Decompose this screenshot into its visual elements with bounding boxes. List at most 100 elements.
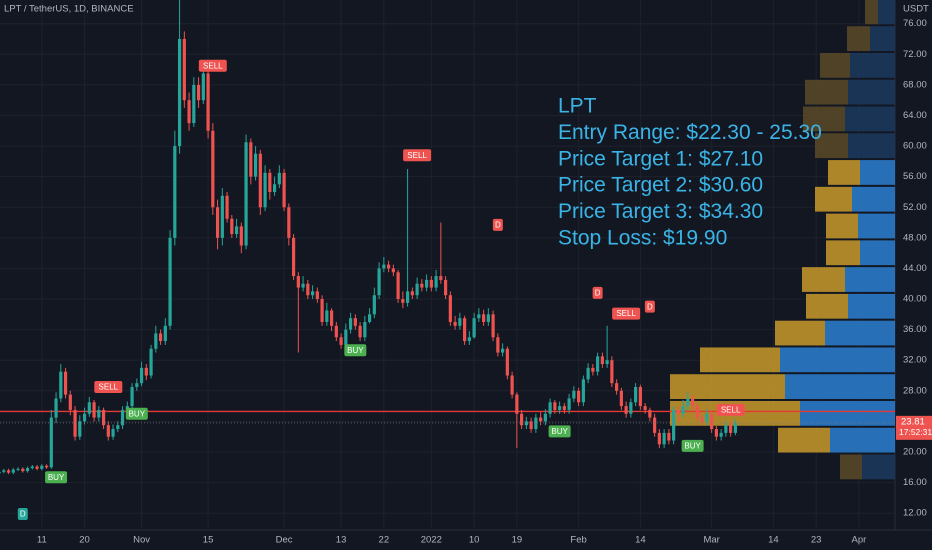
candle-body bbox=[729, 425, 733, 433]
candle-body bbox=[577, 390, 581, 403]
candle-body bbox=[714, 429, 718, 437]
candle-body bbox=[553, 402, 557, 410]
note-line: LPT bbox=[558, 95, 597, 118]
candle-body bbox=[258, 153, 262, 208]
candle-body bbox=[391, 268, 395, 273]
profile-down bbox=[806, 293, 848, 319]
candle-body bbox=[120, 409, 125, 426]
candle-body bbox=[634, 386, 638, 403]
profile-up bbox=[878, 0, 895, 25]
signal-box bbox=[492, 218, 503, 231]
candle-body bbox=[344, 329, 348, 345]
candle-body bbox=[154, 333, 158, 349]
candle-body bbox=[158, 333, 163, 342]
candle-body bbox=[372, 295, 376, 315]
x-tick-label: 14 bbox=[768, 535, 779, 546]
candle-body bbox=[572, 390, 576, 399]
note-line: Price Target 3: $34.30 bbox=[558, 200, 763, 223]
candle-body bbox=[282, 172, 286, 208]
candle-body bbox=[420, 283, 424, 288]
profile-down bbox=[847, 26, 870, 52]
profile-up bbox=[870, 26, 895, 52]
y-tick-label: 28.00 bbox=[903, 385, 927, 396]
profile-down bbox=[805, 79, 848, 105]
candle-body bbox=[196, 84, 201, 101]
candle-body bbox=[405, 291, 410, 303]
candle-body bbox=[73, 409, 77, 437]
candle-body bbox=[558, 406, 562, 410]
candle-body bbox=[225, 195, 229, 219]
candle-body bbox=[662, 432, 666, 445]
candle-body bbox=[695, 406, 699, 418]
candle-body bbox=[358, 325, 362, 338]
candle-body bbox=[482, 314, 486, 322]
profile-up bbox=[848, 293, 895, 319]
signal-box bbox=[548, 425, 571, 438]
candle-body bbox=[116, 425, 120, 430]
candle-body bbox=[615, 383, 619, 391]
profile-up bbox=[800, 400, 895, 426]
profile-down bbox=[815, 186, 852, 212]
y-tick-label: 40.00 bbox=[903, 294, 927, 305]
profile-up bbox=[780, 347, 895, 373]
candle-body bbox=[472, 318, 476, 338]
signal-box bbox=[344, 344, 367, 357]
grid bbox=[0, 0, 895, 530]
candle-body bbox=[605, 360, 609, 365]
candle-body bbox=[486, 314, 490, 322]
candle-body bbox=[396, 272, 400, 300]
candle-body bbox=[596, 356, 600, 372]
candle-body bbox=[543, 413, 547, 422]
candle-body bbox=[87, 402, 91, 414]
candle-body bbox=[510, 375, 514, 395]
candle-body bbox=[562, 406, 566, 410]
signal-label: SELL bbox=[721, 406, 741, 415]
candle-body bbox=[334, 325, 338, 338]
candle-body bbox=[239, 226, 243, 246]
profile-down bbox=[815, 133, 848, 159]
candle-body bbox=[63, 371, 68, 395]
candle-body bbox=[192, 84, 196, 124]
candle-body bbox=[643, 406, 647, 410]
candle-body bbox=[733, 422, 737, 433]
candle-body bbox=[287, 207, 291, 238]
candle-body bbox=[173, 146, 177, 238]
candle-body bbox=[676, 409, 680, 414]
note-line: Stop Loss: $19.90 bbox=[558, 227, 727, 250]
candle-body bbox=[177, 39, 182, 147]
candle-body bbox=[272, 184, 277, 192]
signal-label: BUY bbox=[347, 346, 364, 355]
candle-body bbox=[505, 348, 509, 376]
signal-label: BUY bbox=[129, 409, 146, 418]
candle-body bbox=[401, 299, 405, 303]
signal-label: SELL bbox=[616, 309, 636, 318]
profile-down bbox=[820, 53, 850, 78]
profile-down bbox=[840, 454, 862, 480]
signal-label: BUY bbox=[684, 441, 701, 450]
signal-box bbox=[681, 439, 704, 452]
x-tick-label: 22 bbox=[379, 535, 390, 546]
x-tick-label: 19 bbox=[512, 535, 523, 546]
signal-box bbox=[45, 471, 68, 484]
note-line: Entry Range: $22.30 - 25.30 bbox=[558, 121, 822, 144]
candle-body bbox=[467, 337, 471, 342]
candle-body bbox=[648, 409, 652, 418]
profile-up bbox=[830, 427, 895, 453]
signals: SELL SELL BUY BUY SELL BUY D D D SELL BUY BUY SELL D bbox=[17, 59, 745, 520]
candle-body bbox=[16, 468, 20, 470]
x-tick-label: 14 bbox=[635, 535, 646, 546]
candle-body bbox=[496, 337, 500, 353]
candle-body bbox=[11, 469, 15, 473]
candle-body bbox=[82, 413, 87, 422]
profile-down bbox=[826, 240, 860, 266]
candle-body bbox=[672, 409, 676, 441]
candle-body bbox=[624, 406, 628, 414]
candle-body bbox=[348, 318, 353, 330]
candle-body bbox=[581, 379, 585, 403]
candle-body bbox=[719, 432, 723, 437]
candle-body bbox=[567, 398, 571, 410]
candle-body bbox=[353, 318, 357, 326]
candle-body bbox=[135, 383, 139, 387]
profile-up bbox=[850, 53, 895, 78]
candle-body bbox=[59, 371, 63, 399]
